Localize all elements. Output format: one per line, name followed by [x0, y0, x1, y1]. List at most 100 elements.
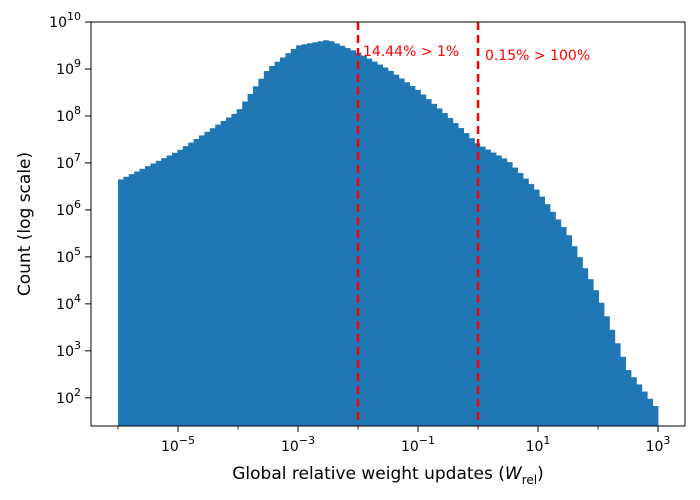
histogram-bar	[301, 44, 308, 427]
histogram-bar	[647, 398, 653, 426]
histogram-bar	[490, 152, 497, 426]
y-tick-label: 109	[56, 57, 81, 78]
histogram-bar	[145, 166, 151, 426]
histogram-bar	[609, 329, 616, 426]
histogram-bar	[641, 391, 648, 426]
threshold-lines: 14.44% > 1% 0.15% > 100%	[356, 22, 590, 426]
histogram-bar	[199, 135, 205, 426]
threshold-annotation: 14.44% > 1%	[363, 44, 459, 60]
histogram-bar	[280, 57, 286, 426]
histogram-bar	[582, 268, 589, 426]
histogram-bar	[604, 316, 610, 426]
y-tick-label: 106	[56, 198, 81, 219]
histogram-bar	[544, 204, 551, 426]
histogram-bar	[555, 219, 562, 426]
histogram-bar	[469, 138, 475, 426]
histogram-bar	[577, 257, 583, 426]
histogram-bar	[431, 103, 437, 426]
y-tick-label: 107	[56, 151, 81, 172]
histogram-bar	[425, 99, 432, 426]
histogram-bar	[571, 246, 578, 426]
histogram-bar	[528, 184, 535, 426]
histogram-bar	[317, 41, 324, 426]
histogram-bar	[215, 124, 221, 426]
histogram-bar	[161, 158, 167, 426]
histogram-bar	[512, 167, 518, 426]
histogram-bar	[447, 117, 454, 427]
y-tick-label: 102	[56, 386, 81, 407]
histogram-bar	[587, 279, 594, 426]
x-tick-label: 101	[526, 434, 551, 455]
histogram-bar	[506, 162, 513, 427]
histogram-bar	[193, 139, 200, 426]
histogram-bar	[458, 128, 464, 426]
histogram-bar	[350, 50, 356, 426]
y-tick-label: 104	[56, 292, 81, 313]
histogram-bar	[182, 146, 189, 426]
histogram-bars	[118, 40, 659, 427]
histogram-bar	[550, 211, 556, 426]
histogram-bar	[566, 235, 572, 426]
y-axis-ticks: 102 103 104 105 106 107 108 109 1010	[49, 10, 91, 407]
histogram-bar	[398, 78, 405, 427]
histogram-bar	[415, 89, 421, 427]
histogram-bar	[533, 189, 540, 426]
histogram-bar	[371, 61, 378, 426]
histogram-bar	[377, 64, 383, 426]
histogram-bar	[274, 61, 281, 426]
histogram-bar	[442, 113, 448, 427]
x-axis-title: Global relative weight updates (Wrel)	[232, 464, 544, 487]
histogram-bar	[539, 196, 545, 426]
histogram-bar	[631, 377, 637, 426]
histogram-bar	[436, 108, 443, 427]
histogram-bar	[393, 74, 400, 427]
histogram-bar	[323, 40, 329, 426]
histogram-bar	[290, 49, 297, 426]
histogram-bar	[236, 109, 243, 426]
histogram-bar	[253, 86, 259, 426]
histogram-bar	[598, 302, 605, 426]
histogram-bar	[209, 128, 216, 427]
histogram-bar	[285, 53, 292, 427]
histogram-bar	[312, 42, 319, 426]
x-tick-label: 10−1	[401, 434, 435, 455]
histogram-bar	[155, 160, 162, 427]
histogram-bar	[652, 405, 659, 426]
y-tick-label: 105	[56, 245, 81, 266]
histogram-bar	[463, 133, 470, 426]
histogram-bar	[501, 158, 508, 426]
histogram-bar	[177, 149, 184, 427]
y-tick-label: 103	[56, 339, 81, 360]
histogram-bar	[242, 101, 248, 426]
histogram-bar	[496, 155, 502, 427]
histogram-bar	[172, 152, 178, 426]
histogram-bar	[328, 41, 335, 426]
histogram-bar	[420, 94, 427, 426]
histogram-bar	[269, 65, 275, 427]
histogram-bar	[593, 290, 599, 426]
histogram-bar	[128, 174, 135, 426]
histogram-bar	[636, 384, 643, 426]
histogram-bar	[296, 45, 302, 426]
histogram-bar	[204, 131, 211, 426]
histogram-bar	[134, 171, 140, 426]
histogram-bar	[614, 343, 621, 426]
histogram-bar	[344, 48, 351, 426]
histogram-bar	[366, 58, 373, 427]
histogram-bar	[625, 370, 632, 426]
x-tick-label: 10−5	[161, 434, 195, 455]
histogram-bar	[388, 70, 394, 426]
histogram-bar	[231, 113, 238, 426]
histogram-bar	[123, 176, 130, 426]
histogram-bar	[247, 93, 254, 427]
histogram-bar	[339, 45, 346, 427]
histogram-bar	[307, 43, 313, 426]
histogram-bar	[139, 168, 146, 427]
y-tick-label: 1010	[49, 10, 81, 31]
histogram-bar	[220, 121, 227, 426]
histogram-bar	[560, 227, 567, 426]
histogram-bar	[118, 179, 124, 426]
threshold-annotation: 0.15% > 100%	[485, 48, 590, 64]
histogram-bar	[479, 146, 486, 427]
